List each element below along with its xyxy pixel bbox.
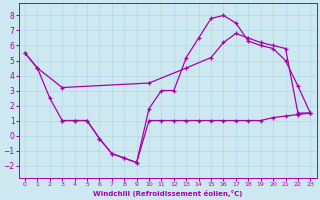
X-axis label: Windchill (Refroidissement éolien,°C): Windchill (Refroidissement éolien,°C) (93, 190, 242, 197)
